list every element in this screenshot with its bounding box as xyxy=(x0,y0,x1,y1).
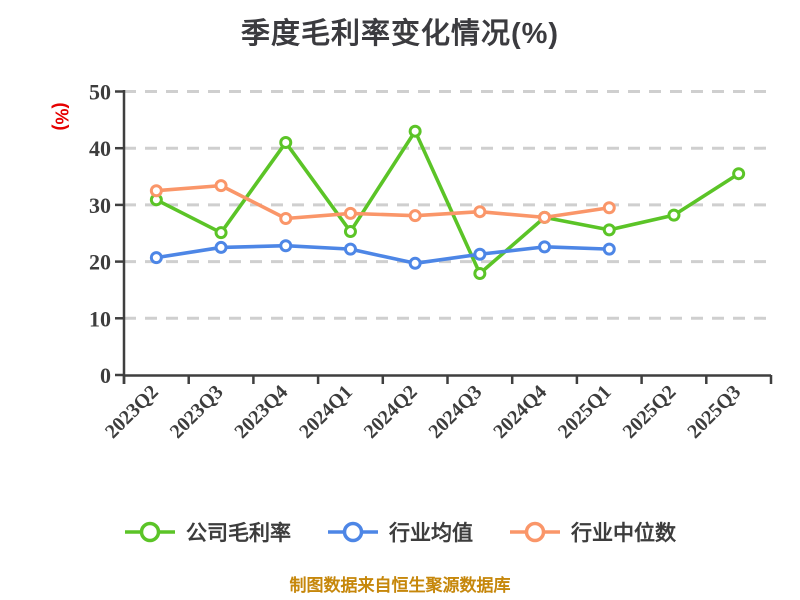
data-point xyxy=(149,184,163,198)
legend-label-company-margin: 公司毛利率 xyxy=(186,522,291,545)
x-tick-label: 2023Q4 xyxy=(230,381,292,443)
chart-title: 季度毛利率变化情况(%) xyxy=(240,18,560,50)
x-tick-label: 2024Q2 xyxy=(360,381,422,443)
data-point xyxy=(732,167,746,181)
data-point xyxy=(149,251,163,265)
series-line-1 xyxy=(154,243,612,266)
y-tick-label: 50 xyxy=(89,80,111,105)
legend-item-industry-median: 行业中位数 xyxy=(509,517,676,547)
data-series xyxy=(149,124,746,281)
y-tick-label: 10 xyxy=(89,306,111,331)
data-point xyxy=(602,201,616,215)
series-line-0 xyxy=(154,129,741,276)
x-tick-label: 2025Q2 xyxy=(619,381,681,443)
data-point xyxy=(214,226,228,240)
gridlines xyxy=(124,90,768,320)
data-point xyxy=(408,256,422,270)
y-tick-label: 30 xyxy=(89,193,111,218)
legend-marker-orange-icon xyxy=(510,521,560,543)
data-point xyxy=(214,240,228,254)
chart-legend: 公司毛利率 行业均值 行业中位数 xyxy=(0,517,800,547)
data-point xyxy=(408,209,422,223)
x-tick-label: 2024Q4 xyxy=(489,381,551,443)
legend-item-company-margin: 公司毛利率 xyxy=(124,517,291,547)
y-tick-label: 20 xyxy=(89,250,111,275)
y-tick-label: 40 xyxy=(89,136,111,161)
data-point xyxy=(538,240,552,254)
x-tick-label: 2025Q1 xyxy=(554,381,616,443)
data-point xyxy=(408,124,422,138)
data-point xyxy=(343,206,357,220)
legend-label-industry-mean: 行业均值 xyxy=(389,522,473,545)
x-tick-label: 2024Q1 xyxy=(295,381,357,443)
x-tick-label: 2023Q3 xyxy=(166,381,228,443)
data-point xyxy=(343,225,357,239)
x-tick-label: 2025Q3 xyxy=(683,381,745,443)
data-point xyxy=(473,247,487,261)
data-point xyxy=(214,179,228,193)
data-point xyxy=(667,208,681,222)
series-line-2 xyxy=(154,183,612,221)
data-point xyxy=(279,136,293,150)
data-point xyxy=(473,205,487,219)
data-point xyxy=(602,223,616,237)
data-source-note: 制图数据来自恒生聚源数据库 xyxy=(289,576,511,595)
legend-marker-green-icon xyxy=(125,521,175,543)
x-tick-label: 2023Q2 xyxy=(101,381,163,443)
legend-label-industry-median: 行业中位数 xyxy=(571,522,676,545)
data-point xyxy=(343,242,357,256)
x-tick-label: 2024Q3 xyxy=(424,381,486,443)
axis-ticks xyxy=(115,90,773,384)
legend-marker-blue-icon xyxy=(328,521,378,543)
data-point xyxy=(473,267,487,281)
y-tick-label: 0 xyxy=(100,363,111,388)
data-point xyxy=(538,210,552,224)
legend-item-industry-mean: 行业均值 xyxy=(327,517,473,547)
data-point xyxy=(279,212,293,226)
data-point xyxy=(279,239,293,253)
data-point xyxy=(602,242,616,256)
